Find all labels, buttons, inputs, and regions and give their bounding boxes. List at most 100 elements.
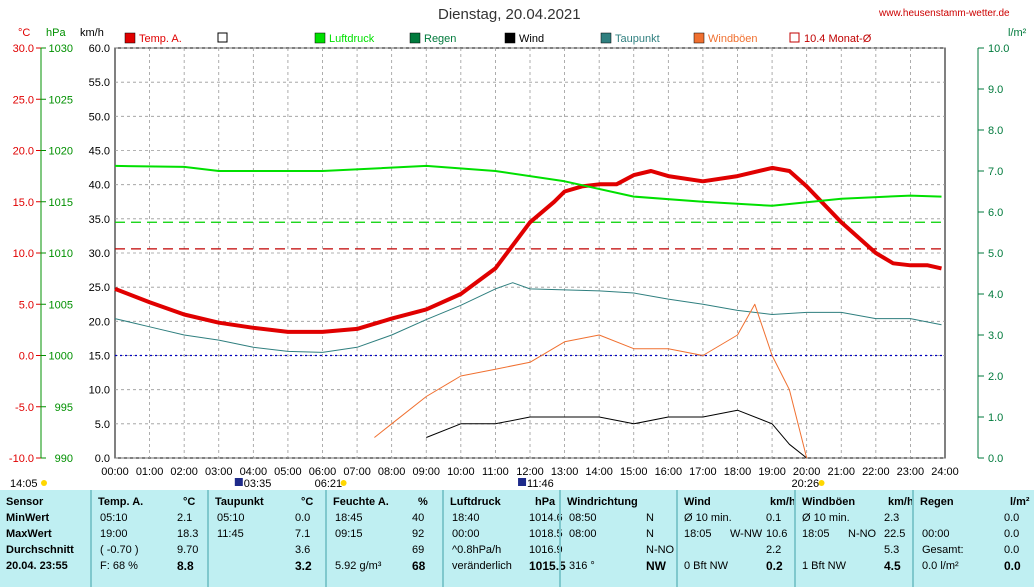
stats-value-row: 00:00 0.0 [914,526,1034,542]
x-axis-tick: 02:00 [170,466,198,478]
rain-axis-tick: 6.0 [988,207,1003,219]
stats-value-number: 92 [412,528,425,540]
sun-icon [41,480,47,486]
x-axis-tick: 21:00 [827,466,855,478]
time-marker-left: 14:05 [10,478,38,490]
x-axis-tick: 23:00 [897,466,925,478]
stats-value-row: N-NO [561,542,678,558]
stats-value-time: Ø 10 min. [802,512,850,524]
stats-rain-column: Regen l/m² 0.0 00:00 0.0 Gesamt: 0.0 0.0 l/m² 0.… [912,490,1034,587]
pressure-axis-tick: 1005 [49,299,73,311]
stats-label-column: Sensor MinWert MaxWert Durchschnitt 20.04. 2… [0,490,90,587]
stats-value-number: 8.8 [177,559,194,573]
stats-value-row: veränderlich 1015.5 [444,558,566,574]
stats-value-number: 2.3 [884,512,900,524]
stats-value-row: 00:00 1018.5 [444,526,563,542]
stats-humidity-column: Feuchte A.% 18:45 40 09:15 92 69 5.92 g/m³ 68 [325,490,444,587]
stats-value-number: 0.1 [766,512,782,524]
stats-header-unit: °C [183,496,196,508]
x-axis-tick: 08:00 [378,466,406,478]
stats-value-time: 00:00 [922,528,950,540]
weather-chart: 60.0 55.0 50.0 45.0 40.0 35.0 30.0 25.0 20.0 15.0… [9,27,1027,490]
x-axis-tick: 06:00 [309,466,337,478]
stats-value-time: 08:00 [569,528,597,540]
stats-value-time: 00:00 [452,528,480,540]
legend-swatch [600,32,612,44]
stats-row-label: Sensor [0,494,90,510]
stats-winddir-column: Windrichtung 08:50 N 08:00 N N-NO 316 ° NW [559,490,678,587]
wind-axis-tick: 45.0 [89,146,110,158]
pressure-axis-tick: 1020 [49,146,73,158]
x-axis-tick: 17:00 [689,466,717,478]
sun-icon [340,480,347,486]
stats-header-unit: km/h [770,496,796,508]
stats-column-header: Luftdruck hPa [444,494,561,510]
stats-value-time: Ø 10 min. [684,512,732,524]
rain-axis-tick: 0.0 [988,453,1003,465]
stats-value-time: 05:10 [217,512,245,524]
stats-value-row: 5.92 g/m³ 68 [327,558,444,574]
series-line-temp-a- [114,165,942,334]
noon-label: 11:46 [527,478,554,490]
stats-value-number: 0.0 [295,512,311,524]
series-line-wind [426,409,808,459]
stats-value-time: 09:15 [335,528,363,540]
stats-value-number: 3.6 [295,544,311,556]
stats-value-row: F: 68 % 8.8 [92,558,209,574]
legend-label: Wind [519,33,544,45]
stats-value-row: 3.6 [209,542,327,558]
dawn-label: 06:21 [315,478,343,490]
stats-value-time: F: 68 % [100,560,138,572]
rain-axis-tick: 1.0 [988,412,1003,424]
temp-axis-tick: 30.0 [13,43,34,55]
rain-axis-tick: 8.0 [988,125,1003,137]
rain-axis-tick: 3.0 [988,330,1003,342]
pressure-axis-tick: 1010 [49,248,73,260]
stats-row-label-text: Sensor [6,496,44,508]
pressure-axis-tick: 990 [55,453,73,465]
stats-value-time: Gesamt: [922,544,964,556]
website-link[interactable]: www.heusenstamm-wetter.de [879,8,1010,19]
x-axis-tick: 14:00 [585,466,613,478]
stats-header-unit: % [418,496,428,508]
stats-value-number: 68 [412,559,426,573]
stats-value-number: 0.0 [1004,512,1020,524]
stats-value-number: 1018.5 [529,528,563,540]
stats-header-unit: km/h [888,496,914,508]
stats-value-number: 18.3 [177,528,199,540]
pressure-axis-tick: 1000 [49,351,73,363]
stats-value-number: N-NO [646,544,675,556]
stats-value-number: 5.3 [884,544,900,556]
stats-wind-column: Wind km/h Ø 10 min. 0.1 18:05 W-NW 10.6 2.2 0 Bf… [676,490,796,587]
stats-value-time: veränderlich [452,560,512,572]
stats-header-label: Taupunkt [215,496,264,508]
legend-label: Luftdruck [329,33,375,45]
x-axis-tick: 24:00 [931,466,959,478]
stats-row-label-text: MinWert [6,512,50,524]
stats-header-label: Wind [684,496,711,508]
stats-value-time: 1 Bft NW [802,560,847,572]
stats-row-label-text: MaxWert [6,528,52,540]
temp-axis-tick: -5.0 [15,402,34,414]
stats-value-number: 0.0 [1004,544,1020,556]
stats-value-number: 22.5 [884,528,906,540]
temp-axis-tick: 5.0 [19,299,34,311]
noon-icon [518,478,527,486]
stats-header-label: Temp. A. [98,496,144,508]
stats-value-number: 2.1 [177,512,193,524]
stats-value-row: 05:10 2.1 [92,510,209,526]
pressure-axis-tick: 995 [55,402,73,414]
stats-header-unit: l/m² [1010,496,1030,508]
stats-value-row: Ø 10 min. 0.1 [678,510,796,526]
stats-value-row: ^0.8hPa/h 1016.9 [444,542,563,558]
series-line-windb-en [374,303,808,459]
stats-value-time: 5.92 g/m³ [335,560,382,572]
stats-value-time: 08:50 [569,512,597,524]
rain-axis-tick: 7.0 [988,166,1003,178]
stats-value-time: 18:05 [684,528,712,540]
stats-gust-column: Windböen km/h Ø 10 min. 2.3 18:05 N-NO 22.5 5.3… [794,490,914,587]
legend-label: 10.4 Monat-Ø [804,33,872,45]
stats-header-label: Windböen [802,496,856,508]
stats-row-label-text: 20.04. 23:55 [6,560,68,572]
stats-value-row: 19:00 18.3 [92,526,209,542]
